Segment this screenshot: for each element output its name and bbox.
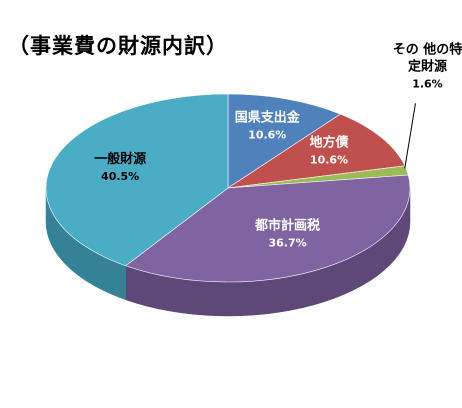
category-label-3-0: 都市計画税 (254, 217, 320, 233)
value-label-1-1: 10.6% (310, 153, 348, 166)
pie-slices (45, 93, 411, 283)
slice-一般財源 (45, 93, 229, 267)
value-label-0-1: 10.6% (248, 128, 286, 141)
label-group-0: 国県支出金 10.6% (235, 109, 301, 141)
category-label-0-0: 国県支出金 (235, 109, 301, 125)
label-group-4: 一般財源 40.5% (94, 151, 146, 183)
slice-国県支出金 (227, 93, 342, 189)
label-group-3: 都市計画税 36.7% (254, 217, 320, 249)
leader-line (404, 103, 416, 169)
category-label-4-0: 一般財源 (94, 151, 146, 167)
category-label-2-0: その 他の特 (393, 41, 462, 57)
value-label-2-2: 1.6% (412, 77, 443, 90)
slice-都市計画税 (125, 174, 411, 283)
chart-title: （事業費の財源内訳） (8, 34, 228, 58)
category-label-1-0: 地方債 (310, 134, 349, 150)
value-label-3-1: 36.7% (268, 236, 306, 249)
value-label-4-1: 40.5% (101, 170, 139, 183)
category-label-2-1: 定財源 (407, 58, 447, 74)
slice-地方債 (227, 113, 406, 189)
label-group-1: 地方債 10.6% (310, 134, 349, 166)
